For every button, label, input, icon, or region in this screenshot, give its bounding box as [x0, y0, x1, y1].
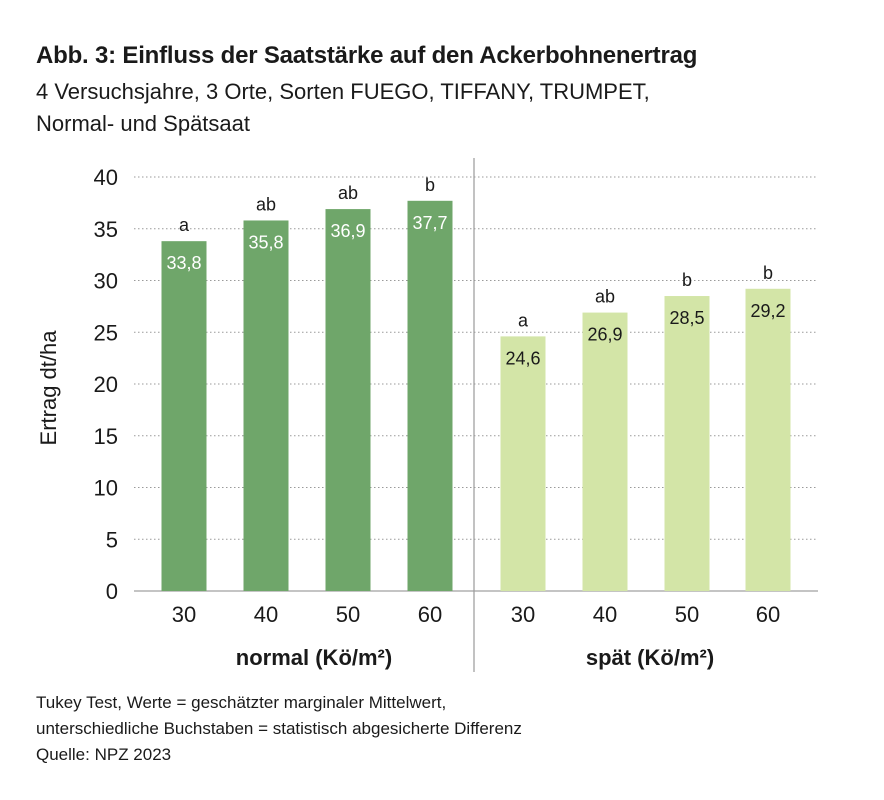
bar-normal-30	[161, 241, 207, 592]
bar-value-label: 36,9	[330, 221, 365, 241]
y-tick-label: 15	[94, 424, 118, 449]
bar-spaet-60	[745, 288, 791, 591]
y-tick-label: 25	[94, 320, 118, 345]
significance-letter: b	[763, 263, 773, 283]
chart-title: Abb. 3: Einfluss der Saatstärke auf den …	[36, 42, 698, 69]
chart-subtitle: 4 Versuchsjahre, 3 Orte, Sorten FUEGO, T…	[36, 76, 796, 140]
bar-layer	[161, 200, 791, 592]
x-tick-label: 60	[418, 602, 442, 627]
x-tick-label: 40	[254, 602, 278, 627]
x-tick-label: 40	[593, 602, 617, 627]
y-tick-label: 40	[94, 165, 118, 190]
axis-layer: 0 5 10 15 20 25 30 35 40 Ertrag dt/ha 30 40 50 60 norm…	[36, 158, 818, 672]
bar-value-label: 37,7	[412, 213, 447, 233]
significance-letter: ab	[256, 194, 276, 214]
y-tick-label: 10	[94, 476, 118, 501]
significance-letter: ab	[595, 287, 615, 307]
bar-value-label: 26,9	[587, 325, 622, 345]
bar-spaet-30	[500, 336, 546, 591]
footnote-line-2: unterschiedliche Buchstaben = statistisc…	[36, 719, 522, 738]
x-tick-label: 30	[511, 602, 535, 627]
bar-value-label: 24,6	[505, 348, 540, 368]
footnote-line-1: Tukey Test, Werte = geschätzter marginal…	[36, 693, 447, 712]
x-tick-label: 50	[336, 602, 360, 627]
x-tick-label: 30	[172, 602, 196, 627]
footnote-source: Quelle: NPZ 2023	[36, 745, 172, 764]
bar-normal-60	[407, 200, 453, 591]
bar-spaet-40	[582, 312, 628, 591]
y-tick-label: 20	[94, 372, 118, 397]
bar-value-label: 29,2	[750, 301, 785, 321]
bar-normal-40	[243, 220, 289, 591]
y-tick-label: 35	[94, 217, 118, 242]
group-label: spät (Kö/m²)	[586, 645, 714, 670]
label-layer: 33,8 a 35,8 ab 36,9 ab 37,7 b 24,6 a 26,9 ab 28,5 b 29…	[166, 175, 785, 369]
bar-value-label: 28,5	[669, 308, 704, 328]
subtitle-line-1: 4 Versuchsjahre, 3 Orte, Sorten FUEGO, T…	[36, 79, 650, 104]
x-tick-label: 50	[675, 602, 699, 627]
bar-value-label: 35,8	[248, 232, 283, 252]
significance-letter: b	[425, 175, 435, 195]
group-label: normal (Kö/m²)	[236, 645, 392, 670]
y-tick-label: 0	[106, 579, 118, 604]
subtitle-line-2: Normal- und Spätsaat	[36, 111, 250, 136]
significance-letter: a	[179, 215, 190, 235]
bar-spaet-50	[664, 296, 710, 591]
grid-layer	[134, 176, 818, 540]
significance-letter: ab	[338, 183, 358, 203]
y-axis-label: Ertrag dt/ha	[36, 330, 61, 446]
significance-letter: a	[518, 310, 529, 330]
significance-letter: b	[682, 270, 692, 290]
footnote: Tukey Test, Werte = geschätzter marginal…	[36, 690, 836, 768]
y-tick-label: 30	[94, 269, 118, 294]
x-tick-label: 60	[756, 602, 780, 627]
bar-normal-50	[325, 209, 371, 591]
bar-value-label: 33,8	[166, 253, 201, 273]
y-tick-label: 5	[106, 527, 118, 552]
